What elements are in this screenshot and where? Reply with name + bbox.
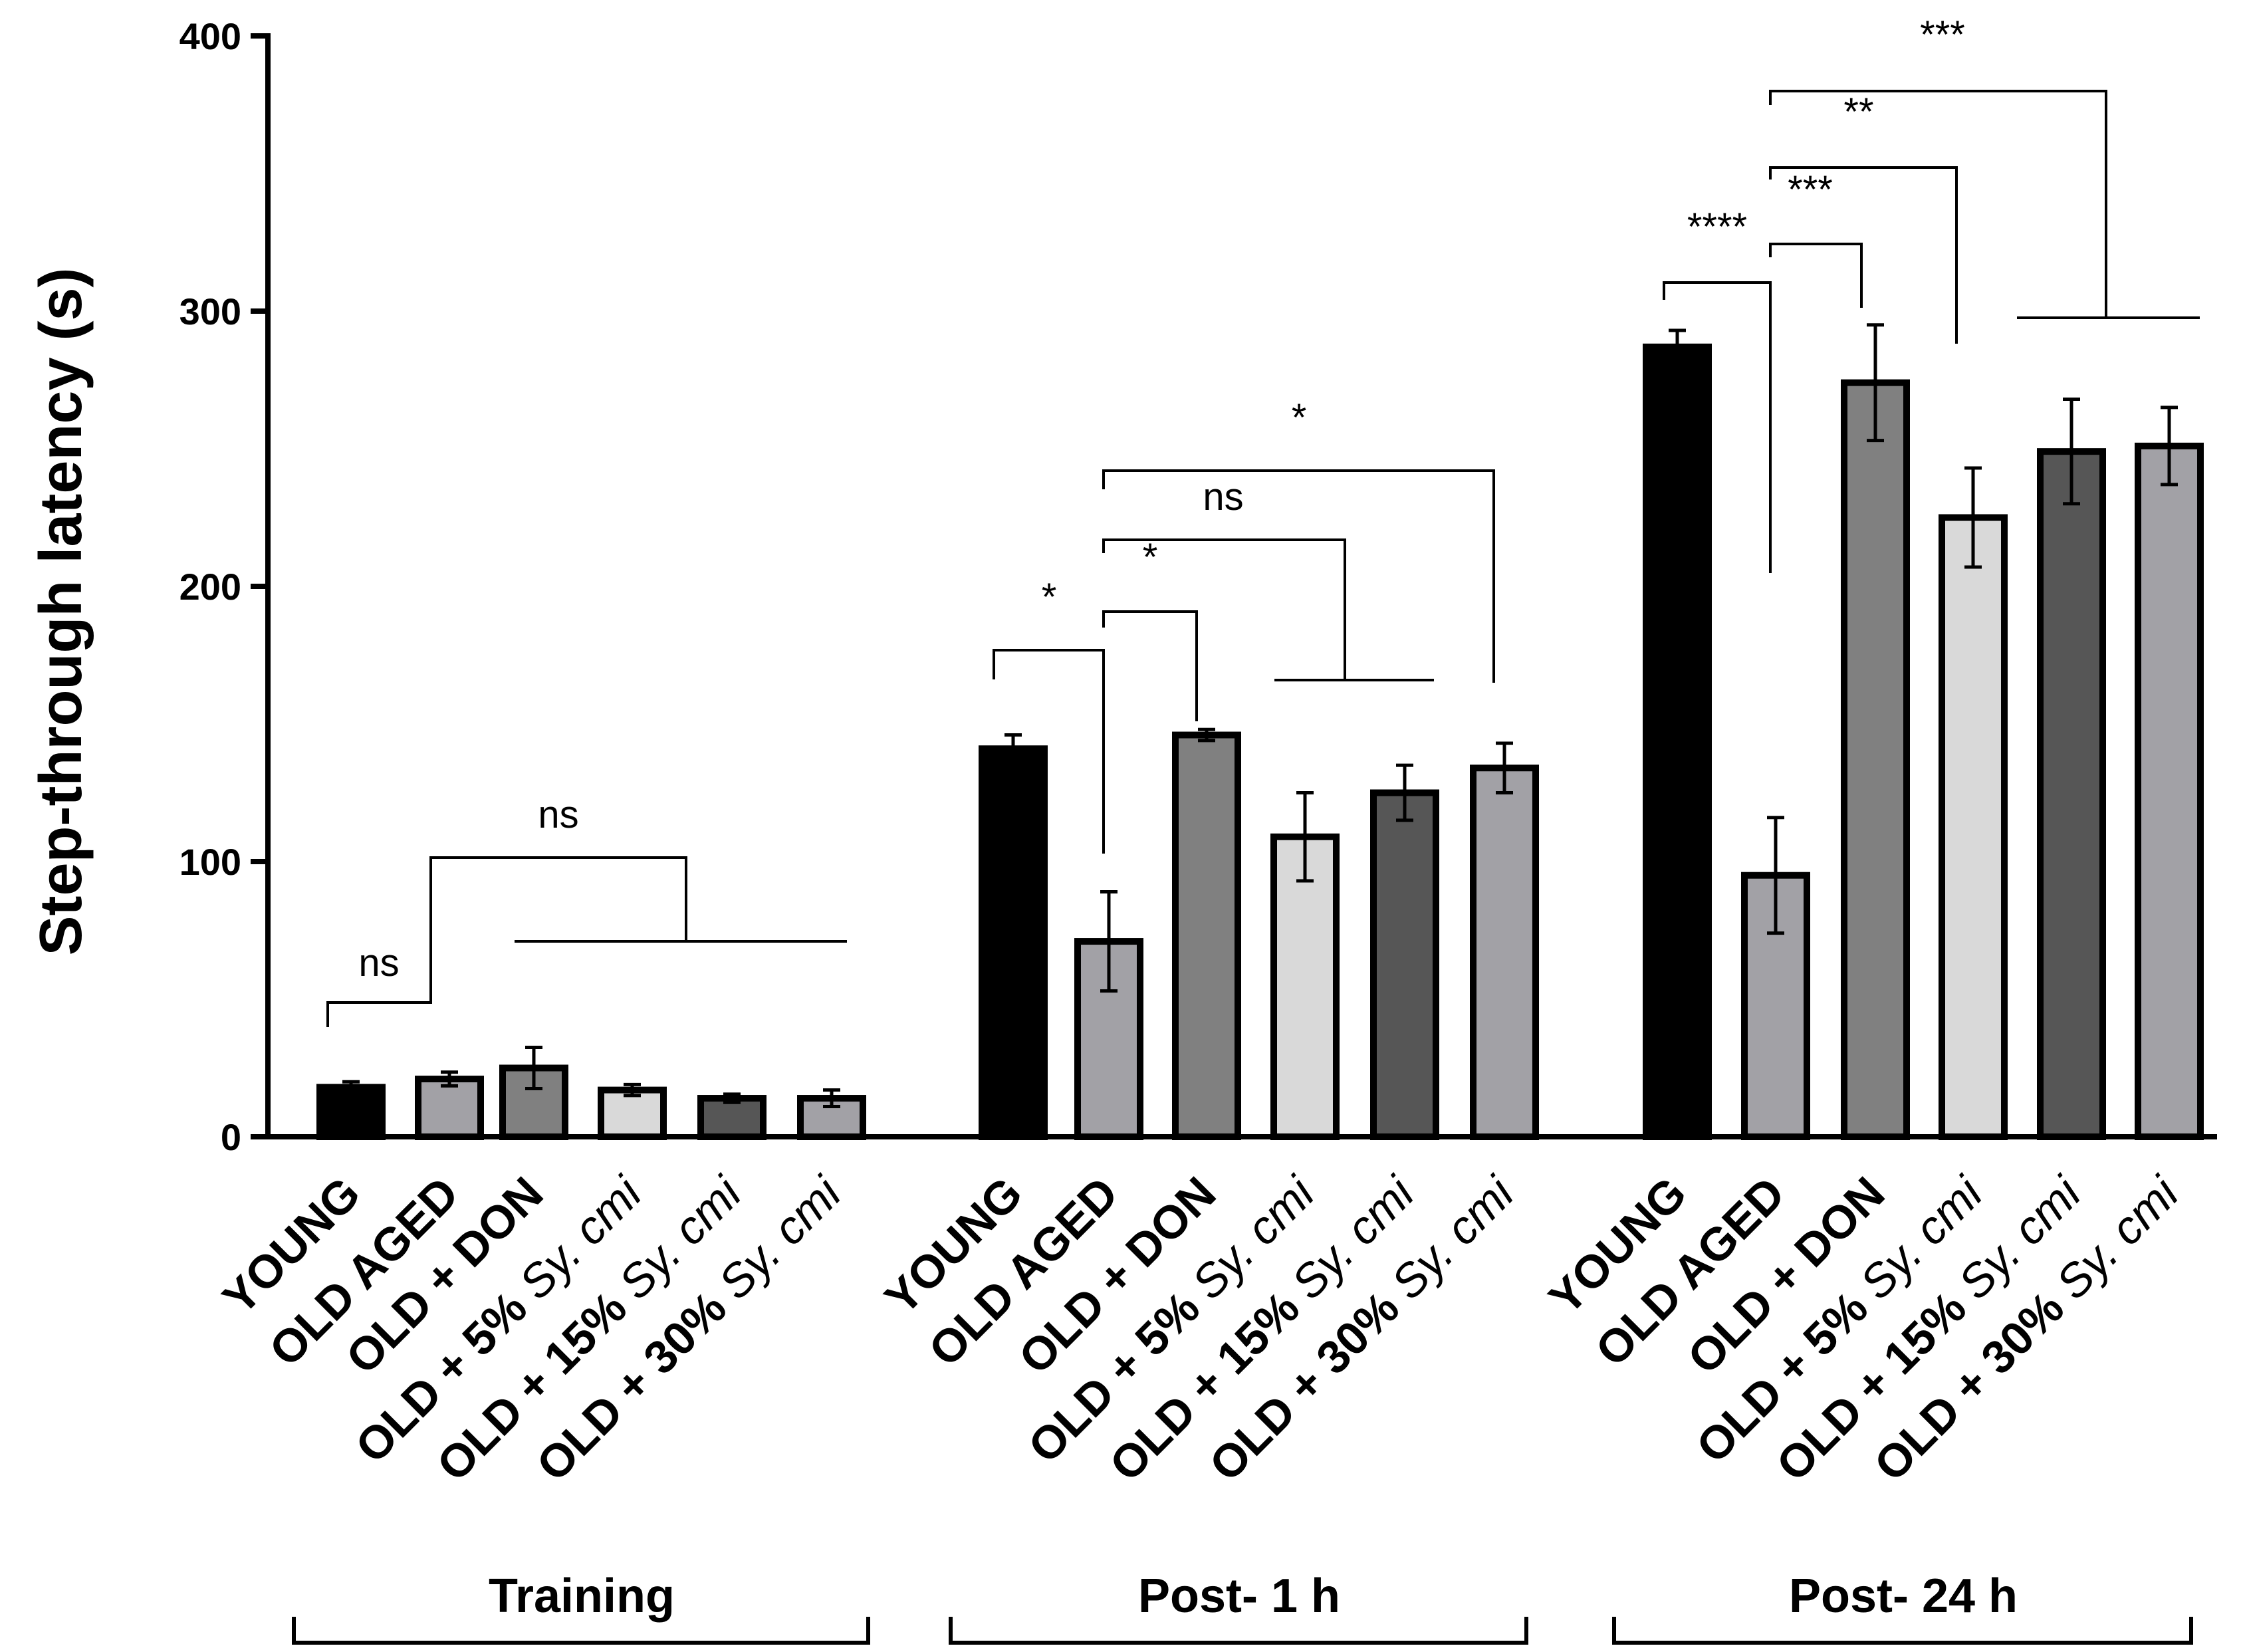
significance-bracket	[1769, 90, 2200, 319]
bar	[1470, 765, 1539, 1140]
error-bar	[1004, 733, 1022, 765]
group-label: Post- 24 h	[1789, 1570, 2018, 1623]
error-bar	[723, 1092, 741, 1104]
bar	[1643, 343, 1712, 1141]
error-bar	[525, 1045, 542, 1091]
error-bar	[2161, 406, 2178, 487]
error-bar	[1496, 741, 1513, 794]
error-bar	[2063, 397, 2080, 506]
group-bracket	[292, 1617, 870, 1645]
significance-bracket	[993, 649, 1105, 854]
y-tick-label: 400	[179, 15, 241, 57]
bar	[979, 745, 1048, 1140]
y-tick-label: 100	[179, 841, 241, 883]
bar	[415, 1076, 484, 1141]
bar	[1841, 379, 1910, 1140]
significance-label: *	[1042, 576, 1057, 619]
bar	[1172, 731, 1241, 1141]
error-bar	[823, 1088, 840, 1108]
bar	[2135, 442, 2204, 1140]
error-bar	[342, 1080, 360, 1095]
significance-label: **	[1843, 90, 1873, 134]
error-bar	[441, 1070, 458, 1088]
y-axis-label: Step-through latency (s)	[28, 267, 94, 955]
significance-label: ***	[1788, 168, 1833, 211]
group-bracket	[949, 1617, 1528, 1645]
significance-label: ***	[1920, 13, 1965, 57]
significance-bracket	[1102, 469, 1495, 683]
error-bar	[1100, 890, 1118, 993]
error-bar	[1767, 816, 1784, 935]
significance-bracket	[1102, 610, 1198, 721]
significance-bracket	[326, 969, 432, 1027]
bar	[2037, 448, 2106, 1140]
significance-bracket	[1663, 281, 1772, 573]
error-bar	[1296, 791, 1314, 883]
error-bar	[624, 1082, 641, 1098]
error-bar	[1669, 328, 1686, 366]
error-bar	[1198, 727, 1215, 743]
group-label: Post- 1 h	[1138, 1570, 1340, 1623]
significance-label: ****	[1687, 205, 1747, 249]
error-bar	[1396, 763, 1413, 822]
group-bracket	[1612, 1617, 2193, 1645]
chart-axes: 0 100 200 300 400	[179, 15, 2217, 1158]
significance-label: ns	[358, 941, 399, 985]
bar	[1939, 514, 2008, 1140]
error-bar	[1964, 466, 1982, 569]
group-labels: Training Post- 1 h Post- 24 h	[292, 1570, 2193, 1645]
significance-label: ns	[538, 793, 578, 836]
bar	[1270, 833, 1340, 1140]
significance-label: ns	[1203, 475, 1243, 519]
significance-bracket	[429, 856, 847, 969]
bar	[1370, 789, 1439, 1140]
significance-label: *	[1292, 396, 1307, 439]
bar	[316, 1084, 386, 1140]
significance-bracket	[1102, 538, 1434, 681]
significance-bracket	[1769, 166, 1958, 344]
y-tick-label: 300	[179, 291, 241, 332]
y-tick-label: 0	[221, 1116, 241, 1158]
significance-label: *	[1143, 536, 1158, 579]
error-bar	[1867, 323, 1884, 443]
significance-bracket	[1769, 243, 1863, 308]
group-label: Training	[489, 1570, 675, 1623]
chart-marks	[316, 323, 2204, 1141]
y-tick-label: 200	[179, 566, 241, 608]
